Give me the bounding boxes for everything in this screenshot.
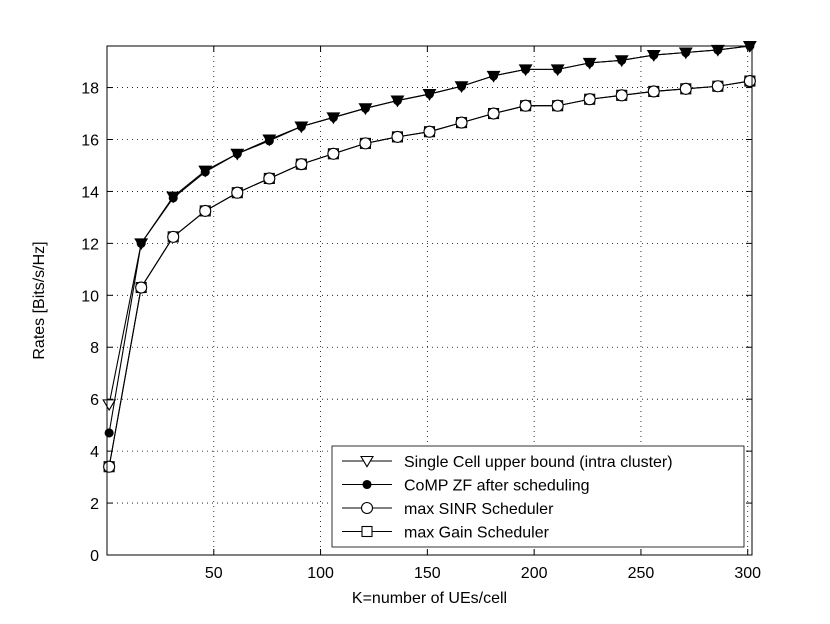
legend-label: CoMP ZF after scheduling bbox=[404, 478, 590, 495]
data-point bbox=[328, 112, 338, 122]
data-point bbox=[199, 204, 212, 217]
data-point bbox=[519, 99, 532, 112]
y-tick-label: 12 bbox=[81, 236, 99, 253]
data-point bbox=[136, 238, 146, 248]
data-point bbox=[711, 80, 724, 93]
y-tick-label: 14 bbox=[81, 184, 99, 201]
data-point bbox=[104, 428, 114, 438]
data-point bbox=[263, 172, 276, 185]
data-point bbox=[424, 89, 435, 99]
data-point bbox=[264, 136, 274, 146]
legend-box bbox=[331, 445, 745, 548]
data-point bbox=[585, 58, 595, 68]
x-tick-label: 150 bbox=[414, 565, 441, 582]
series-2 bbox=[103, 75, 756, 473]
legend-marker bbox=[362, 479, 372, 490]
x-tick-label: 250 bbox=[628, 565, 655, 582]
data-point bbox=[455, 116, 468, 129]
data-point bbox=[295, 158, 308, 171]
data-point bbox=[489, 71, 499, 81]
data-point bbox=[391, 130, 404, 143]
y-tick-label: 10 bbox=[81, 288, 99, 305]
legend-entry: CoMP ZF after scheduling bbox=[342, 478, 590, 495]
data-point bbox=[583, 93, 596, 106]
data-point bbox=[135, 281, 148, 294]
series-layer bbox=[102, 40, 757, 473]
y-tick-label: 2 bbox=[90, 496, 99, 513]
data-point bbox=[647, 85, 660, 98]
data-point bbox=[296, 121, 306, 132]
data-point bbox=[103, 460, 116, 473]
data-point bbox=[487, 107, 500, 120]
legend-entry: max Gain Scheduler bbox=[342, 525, 550, 542]
legend-entry: max SINR Scheduler bbox=[342, 501, 554, 518]
data-point bbox=[456, 81, 467, 91]
legend-marker bbox=[361, 525, 373, 538]
y-tick-label: 16 bbox=[81, 132, 99, 149]
y-tick-label: 6 bbox=[90, 392, 99, 409]
legend-marker bbox=[360, 501, 374, 515]
y-tick-label: 0 bbox=[90, 548, 99, 565]
y-tick-label: 8 bbox=[90, 340, 99, 357]
x-tick-label: 50 bbox=[205, 565, 223, 582]
legend-label: Single Cell upper bound (intra cluster) bbox=[404, 454, 673, 471]
data-point bbox=[521, 64, 531, 74]
legend-label: max Gain Scheduler bbox=[404, 525, 550, 542]
data-point bbox=[617, 55, 627, 65]
data-point bbox=[713, 45, 723, 55]
data-point bbox=[615, 89, 628, 102]
axis-ticks: 50 100 150 200 250 300 0 2 4 6 8 10 12 14 16 18 bbox=[81, 46, 761, 582]
data-point bbox=[327, 147, 340, 160]
data-point bbox=[231, 186, 244, 199]
legend-marker bbox=[360, 455, 374, 468]
legend: Single Cell upper bound (intra cluster) C… bbox=[331, 445, 745, 548]
data-point bbox=[232, 149, 242, 159]
data-point bbox=[681, 47, 691, 58]
data-point bbox=[102, 399, 117, 412]
data-point bbox=[392, 95, 403, 106]
x-tick-label: 100 bbox=[307, 565, 334, 582]
data-point bbox=[743, 75, 756, 88]
data-point bbox=[360, 103, 370, 113]
data-point bbox=[551, 99, 564, 112]
legend-entries: Single Cell upper bound (intra cluster) C… bbox=[342, 454, 673, 542]
x-tick-label: 300 bbox=[734, 565, 761, 582]
y-tick-label: 18 bbox=[81, 81, 99, 98]
x-tick-label: 200 bbox=[521, 565, 548, 582]
data-point bbox=[649, 50, 659, 60]
data-point bbox=[679, 82, 692, 95]
data-point bbox=[168, 193, 178, 203]
data-point bbox=[200, 167, 210, 177]
legend-entry: Single Cell upper bound (intra cluster) bbox=[342, 454, 673, 471]
y-axis-label: Rates [Bits/s/Hz] bbox=[31, 241, 48, 359]
data-point bbox=[423, 125, 436, 138]
data-point bbox=[167, 230, 180, 243]
legend-label: max SINR Scheduler bbox=[404, 501, 554, 518]
data-point bbox=[359, 137, 372, 150]
series-1 bbox=[104, 41, 755, 438]
plot-frame bbox=[106, 45, 753, 556]
data-point bbox=[553, 64, 563, 74]
y-tick-label: 4 bbox=[90, 444, 99, 461]
x-axis-label: K=number of UEs/cell bbox=[352, 590, 507, 607]
